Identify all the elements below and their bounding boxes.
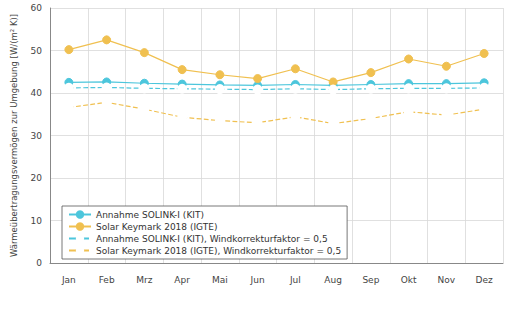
svg-text:Jul: Jul: [289, 275, 301, 285]
svg-text:Okt: Okt: [401, 275, 417, 285]
svg-text:Annahme SOLINK-I (KIT): Annahme SOLINK-I (KIT): [96, 210, 204, 220]
svg-text:30: 30: [31, 131, 43, 141]
svg-text:Mai: Mai: [212, 275, 228, 285]
svg-text:Mrz: Mrz: [136, 275, 152, 285]
svg-text:Aug: Aug: [324, 275, 342, 285]
svg-text:Sep: Sep: [362, 275, 379, 285]
svg-text:40: 40: [31, 88, 43, 98]
svg-text:Solar Keymark 2018 (IGTE), Win: Solar Keymark 2018 (IGTE), Windkorrektur…: [96, 246, 341, 256]
svg-text:10: 10: [31, 216, 43, 226]
svg-text:0: 0: [36, 258, 42, 268]
svg-text:Jan: Jan: [61, 275, 76, 285]
svg-text:Wärmeübertragungsvermögen zur: Wärmeübertragungsvermögen zur Umgebung […: [9, 14, 19, 257]
svg-text:Nov: Nov: [438, 275, 456, 285]
svg-text:50: 50: [31, 46, 43, 56]
svg-text:Feb: Feb: [99, 275, 115, 285]
svg-text:Annahme SOLINK-I (KIT), Windko: Annahme SOLINK-I (KIT), Windkorrekturfak…: [96, 234, 328, 244]
svg-text:20: 20: [31, 173, 43, 183]
svg-text:Dez: Dez: [476, 275, 493, 285]
svg-text:Apr: Apr: [174, 275, 190, 285]
svg-text:60: 60: [31, 3, 43, 13]
svg-text:Solar Keymark 2018 (IGTE): Solar Keymark 2018 (IGTE): [96, 222, 217, 232]
svg-text:Jun: Jun: [250, 275, 265, 285]
